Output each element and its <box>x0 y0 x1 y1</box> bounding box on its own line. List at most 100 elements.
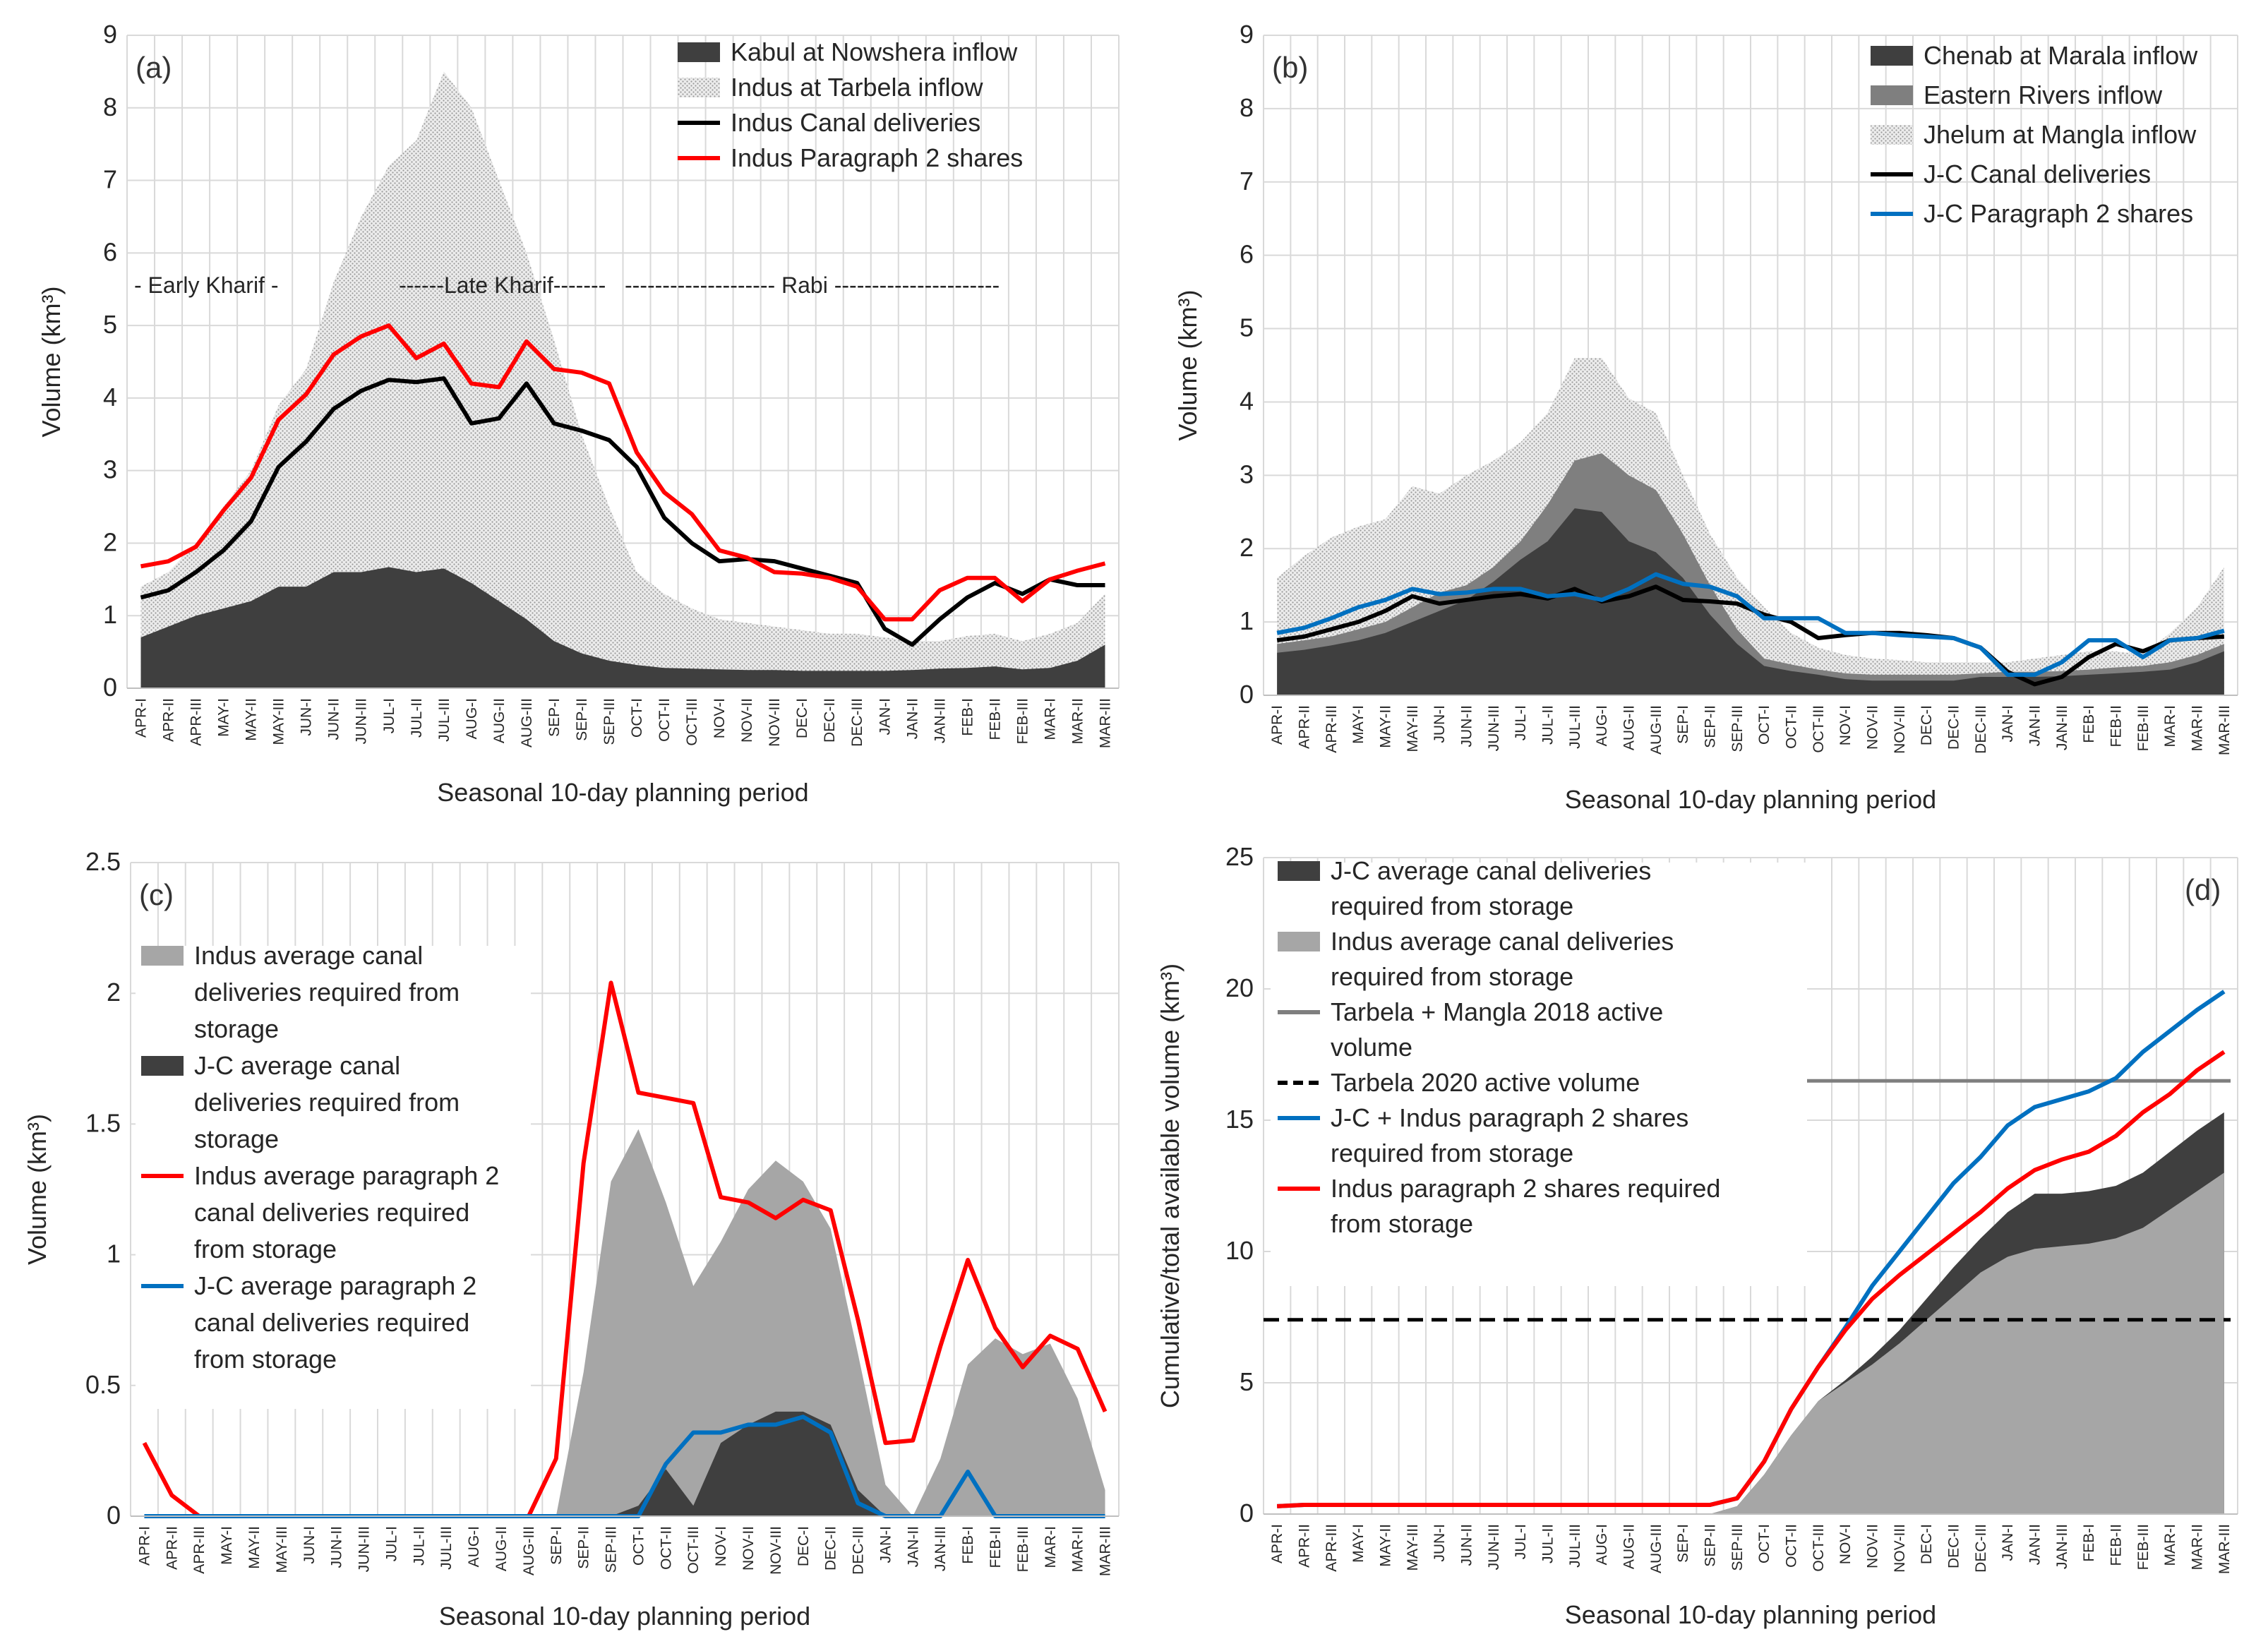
x-tick-label: APR-III <box>1324 705 1340 753</box>
y-tick-label: 25 <box>1225 842 1254 871</box>
x-tick-label: NOV-I <box>1837 705 1854 745</box>
area-series-1 <box>1277 1172 2224 1514</box>
x-tick-label: JUN-II <box>1459 705 1475 748</box>
y-axis-title: Volume (km³) <box>1173 289 1202 440</box>
x-tick-label: MAR-II <box>2190 705 2206 751</box>
x-tick-label: JAN-II <box>2027 705 2044 746</box>
legend-label: Chenab at Marala inflow <box>1924 41 2198 70</box>
y-tick-label: 8 <box>103 92 117 121</box>
y-tick-label: 5 <box>1240 1367 1254 1396</box>
x-tick-label: JUN-III <box>356 1526 373 1572</box>
x-tick-label: APR-I <box>136 1526 152 1566</box>
x-tick-label: FEB-II <box>988 1526 1004 1568</box>
x-tick-label: SEP-I <box>546 698 563 737</box>
legend-label: J-C + Indus paragraph 2 shares required f… <box>1331 1103 1688 1167</box>
x-tick-label: MAY-III <box>274 1526 290 1573</box>
x-tick-label: AUG-I <box>466 1526 482 1567</box>
x-tick-label: SEP-III <box>601 698 618 745</box>
y-axis-title: Volume (km³) <box>23 1114 52 1265</box>
x-tick-label: NOV-I <box>712 698 728 738</box>
x-tick-label: DEC-II <box>1946 1524 1962 1568</box>
legend-swatch <box>1278 932 1320 951</box>
x-tick-label: JUL-III <box>1567 705 1583 749</box>
y-tick-label: 9 <box>1240 20 1254 49</box>
x-tick-label: OCT-I <box>1756 705 1772 745</box>
x-tick-label: AUG-II <box>491 698 508 743</box>
x-tick-label: OCT-III <box>1811 705 1827 753</box>
x-tick-label: AUG-III <box>1648 1524 1664 1573</box>
panel-label: (b) <box>1272 51 1308 84</box>
x-tick-label: MAR-II <box>1069 698 1086 744</box>
y-axis-title: Cumulative/total available volume (km³) <box>1156 963 1184 1408</box>
y-tick-label: 0 <box>1240 680 1254 709</box>
y-tick-label: 0.5 <box>85 1370 121 1399</box>
x-tick-label: FEB-II <box>2108 1524 2125 1566</box>
x-tick-label: JAN-II <box>904 698 920 739</box>
y-tick-label: 0 <box>1240 1499 1254 1527</box>
y-tick-label: 4 <box>103 383 117 412</box>
legend-swatch <box>678 78 720 97</box>
x-tick-label: JAN-III <box>932 1526 949 1571</box>
x-tick-label: NOV-I <box>713 1526 729 1566</box>
line-series-5 <box>1277 1050 2226 1508</box>
x-tick-label: MAR-III <box>1097 698 1113 748</box>
x-tick-label: DEC-III <box>851 1526 867 1575</box>
chart-panel-a: 0 1 2 3 4 5 6 7 8 9 APR-I APR-II APR-III MAY-I MAY-II M… <box>37 20 1120 807</box>
legend-swatch <box>678 42 720 62</box>
x-tick-label: JUN-I <box>301 1526 318 1564</box>
legend-label: J-C Canal deliveries <box>1924 160 2151 188</box>
x-tick-label: MAR-III <box>2216 1524 2233 1574</box>
legend-label: J-C average canal deliveries required fro… <box>194 1051 460 1153</box>
legend-label: Indus average canal deliveries required f… <box>1331 927 1674 991</box>
legend-label: J-C average canal deliveries required fro… <box>1331 856 1651 920</box>
x-tick-label: JUL-III <box>436 698 452 742</box>
x-tick-label: SEP-II <box>1703 705 1719 748</box>
legend-background <box>136 946 531 1409</box>
x-tick-label: DEC-III <box>1973 705 1989 754</box>
x-tick-label: JUN-II <box>329 1526 345 1568</box>
x-tick-label: MAY-III <box>1405 705 1421 752</box>
x-tick-label: FEB-III <box>1014 698 1031 744</box>
x-tick-label: AUG-III <box>1648 705 1664 755</box>
x-tick-label: JUL-II <box>411 1526 427 1566</box>
y-axis-title: Volume (km³) <box>37 286 66 437</box>
x-tick-label: NOV-III <box>1892 705 1908 754</box>
x-tick-label: AUG-II <box>1621 705 1638 750</box>
line-series-4 <box>1276 572 2225 677</box>
x-tick-label: MAR-I <box>2162 1524 2178 1566</box>
x-tick-label: DEC-III <box>1973 1524 1989 1573</box>
x-tick-label: NOV-III <box>768 1526 784 1575</box>
area-series-1 <box>140 71 1105 688</box>
x-tick-label: MAR-III <box>2216 705 2233 755</box>
y-tick-label: 1 <box>1240 606 1254 635</box>
x-tick-label: JUL-I <box>383 1526 400 1561</box>
x-tick-label: JUN-I <box>1432 705 1448 743</box>
x-tick-label: MAR-II <box>1070 1526 1086 1572</box>
legend-swatch <box>1871 125 1913 145</box>
x-tick-label: MAY-I <box>216 698 232 737</box>
y-tick-label: 15 <box>1225 1105 1254 1134</box>
x-tick-label: JUL-II <box>1540 705 1556 745</box>
x-tick-label: MAY-I <box>219 1526 235 1565</box>
y-tick-label: 20 <box>1225 973 1254 1002</box>
x-tick-label: JUN-III <box>1486 705 1502 751</box>
legend-swatch <box>141 1056 184 1076</box>
legend-swatch <box>1278 861 1320 881</box>
x-tick-label: OCT-II <box>656 698 673 742</box>
x-tick-label: JUL-I <box>1513 705 1529 740</box>
x-tick-label: JUL-I <box>1513 1524 1529 1559</box>
x-tick-label: DEC-I <box>796 1526 812 1566</box>
x-tick-label: SEP-II <box>574 698 590 741</box>
x-tick-label: DEC-III <box>849 698 865 747</box>
x-tick-label: JUN-I <box>299 698 315 736</box>
legend-label: Kabul at Nowshera inflow <box>731 37 1018 66</box>
line-series-2 <box>140 376 1105 647</box>
x-tick-label: DEC-I <box>1919 1524 1935 1564</box>
x-tick-label: NOV-II <box>1865 705 1881 750</box>
line-series-3 <box>140 323 1106 622</box>
x-tick-label: AUG-I <box>1594 705 1610 746</box>
x-tick-label: MAR-I <box>2162 705 2178 748</box>
x-tick-label: SEP-II <box>576 1526 592 1569</box>
y-tick-label: 1 <box>107 1239 121 1268</box>
y-tick-label: 7 <box>103 165 117 194</box>
